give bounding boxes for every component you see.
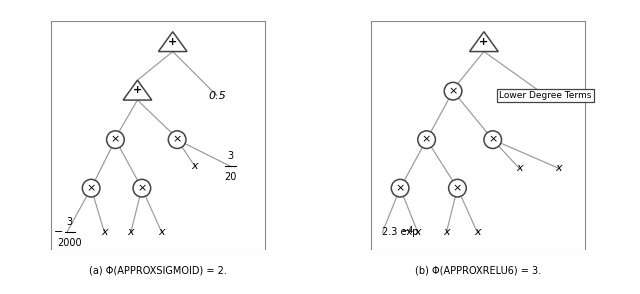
Circle shape xyxy=(107,131,124,148)
Text: ×: × xyxy=(137,183,147,193)
Text: 20: 20 xyxy=(224,172,236,182)
Circle shape xyxy=(418,131,435,148)
Text: x: x xyxy=(556,163,562,173)
Circle shape xyxy=(484,131,502,148)
Text: x: x xyxy=(101,227,108,237)
Text: +: + xyxy=(168,36,177,46)
Text: ×: × xyxy=(452,183,462,193)
Text: x: x xyxy=(443,227,450,237)
Polygon shape xyxy=(158,32,187,51)
Text: ×: × xyxy=(449,86,458,96)
Text: 3: 3 xyxy=(227,151,233,161)
Text: x: x xyxy=(158,227,165,237)
Circle shape xyxy=(391,179,409,197)
Text: x: x xyxy=(415,227,421,237)
Text: ×: × xyxy=(111,135,120,145)
Text: x: x xyxy=(127,227,134,237)
Text: ×: × xyxy=(86,183,96,193)
Polygon shape xyxy=(470,32,499,51)
Text: x: x xyxy=(191,161,198,171)
Text: ×: × xyxy=(422,135,431,145)
Text: 2.3 exp: 2.3 exp xyxy=(383,227,419,237)
Polygon shape xyxy=(123,80,152,100)
Text: (b) Φ(APPROXRELU6) = 3.: (b) Φ(APPROXRELU6) = 3. xyxy=(415,266,541,276)
Text: ×: × xyxy=(172,135,182,145)
Text: ×: × xyxy=(396,183,405,193)
Text: −: − xyxy=(53,227,63,237)
Circle shape xyxy=(133,179,150,197)
Text: (a) Φ(APPROXSIGMOID) = 2.: (a) Φ(APPROXSIGMOID) = 2. xyxy=(90,266,227,276)
Text: 3: 3 xyxy=(66,217,72,227)
Text: x: x xyxy=(516,163,522,173)
Text: +: + xyxy=(133,85,142,95)
Text: 0.5: 0.5 xyxy=(208,91,226,101)
Text: −4: −4 xyxy=(401,225,413,235)
Text: x: x xyxy=(474,227,481,237)
Text: +: + xyxy=(479,36,488,46)
Text: ×: × xyxy=(488,135,497,145)
Circle shape xyxy=(83,179,100,197)
Circle shape xyxy=(168,131,186,148)
Text: Lower Degree Terms: Lower Degree Terms xyxy=(499,91,592,100)
Circle shape xyxy=(444,82,462,100)
Circle shape xyxy=(449,179,467,197)
Text: 2000: 2000 xyxy=(57,238,81,248)
